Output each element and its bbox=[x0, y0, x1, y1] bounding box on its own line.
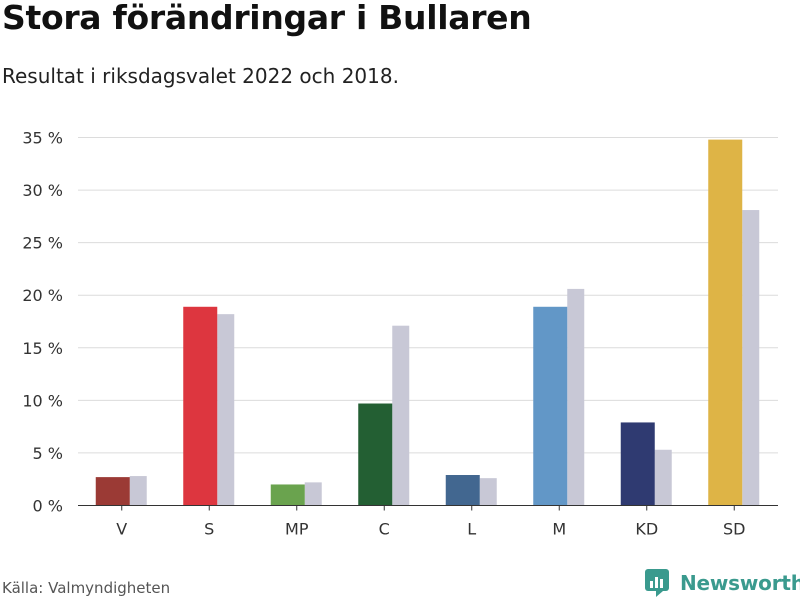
bar-2022-sd bbox=[708, 139, 743, 506]
bar-2018-l bbox=[479, 478, 497, 506]
bar-2018-m bbox=[567, 288, 585, 506]
brand-logo: Newsworthy bbox=[644, 568, 800, 598]
bar-2018-kd bbox=[654, 449, 672, 506]
bar-2018-c bbox=[392, 325, 410, 506]
y-tick-label: 30 % bbox=[22, 181, 63, 200]
bar-2022-kd bbox=[620, 422, 655, 506]
x-tick-label-sd: SD bbox=[723, 520, 745, 539]
bar-2022-m bbox=[533, 306, 568, 506]
x-tick-label-c: C bbox=[379, 520, 390, 539]
chart-subtitle: Resultat i riksdagsvalet 2022 och 2018. bbox=[2, 64, 399, 88]
y-tick-label: 25 % bbox=[22, 234, 63, 253]
y-tick-label: 0 % bbox=[33, 497, 63, 516]
bars bbox=[95, 139, 760, 506]
x-tick-label-kd: KD bbox=[635, 520, 658, 539]
bar-2018-v bbox=[129, 476, 147, 506]
bar-2022-l bbox=[445, 475, 480, 506]
bar-2018-s bbox=[217, 314, 235, 506]
y-tick-label: 5 % bbox=[33, 444, 63, 463]
y-tick-label: 10 % bbox=[22, 391, 63, 410]
gridlines bbox=[78, 137, 778, 454]
x-tick-label-v: V bbox=[116, 520, 127, 539]
y-axis-ticks: 0 % 5 % 10 % 15 % 20 % 25 % 30 % 35 % bbox=[22, 129, 63, 516]
bar-2022-mp bbox=[270, 484, 305, 506]
x-tick-label-s: S bbox=[204, 520, 214, 539]
x-tick-label-m: M bbox=[552, 520, 566, 539]
newsworthy-logo-icon bbox=[645, 569, 669, 597]
bar-2022-v bbox=[95, 477, 130, 506]
x-axis-ticks: V S MP C L M KD SD bbox=[116, 505, 745, 539]
brand-name: Newsworthy bbox=[680, 571, 800, 595]
y-tick-label: 20 % bbox=[22, 286, 63, 305]
x-tick-label-l: L bbox=[467, 520, 476, 539]
bar-2022-c bbox=[358, 403, 393, 506]
source-note: Källa: Valmyndigheten bbox=[2, 579, 171, 597]
x-tick-label-mp: MP bbox=[285, 520, 309, 539]
chart-title: Stora förändringar i Bullaren bbox=[2, 0, 532, 37]
y-tick-label: 15 % bbox=[22, 339, 63, 358]
bar-2018-mp bbox=[304, 482, 322, 506]
y-tick-label: 35 % bbox=[22, 129, 63, 148]
bar-2022-s bbox=[183, 306, 218, 506]
bar-2018-sd bbox=[742, 210, 760, 506]
